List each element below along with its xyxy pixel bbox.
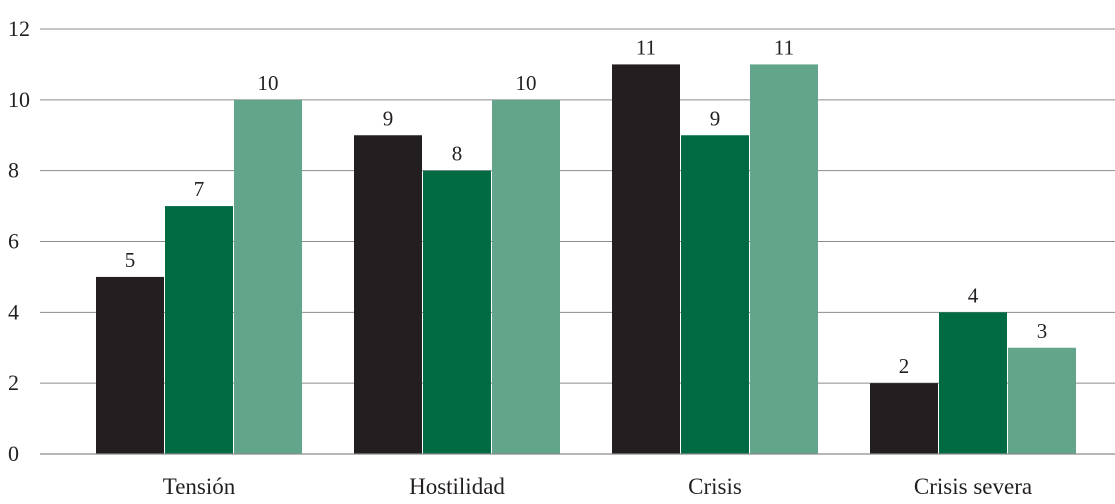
bar-value-label: 11 <box>774 35 794 59</box>
bar <box>1008 347 1076 454</box>
data-labels: 5 7 10 9 8 10 11 9 11 2 4 3 <box>125 35 1048 378</box>
bar <box>681 135 749 454</box>
y-tick-label: 12 <box>8 16 30 41</box>
bar-value-label: 9 <box>383 106 394 130</box>
bar <box>612 64 680 455</box>
bar-value-label: 3 <box>1037 319 1048 343</box>
bar <box>354 135 422 454</box>
x-tick-label: Crisis severa <box>914 474 1032 499</box>
bar-value-label: 8 <box>452 142 463 166</box>
bar-value-label: 9 <box>710 106 721 130</box>
bar-value-label: 10 <box>258 71 279 95</box>
x-tick-label: Tensión <box>163 474 236 499</box>
bar-value-label: 2 <box>899 354 910 378</box>
bar <box>750 64 818 455</box>
y-tick-label: 6 <box>8 229 19 254</box>
bars <box>96 64 1076 455</box>
y-tick-label: 8 <box>8 158 19 183</box>
y-tick-label: 2 <box>8 370 19 395</box>
bar <box>423 170 491 454</box>
x-axis-tick-labels: Tensión Hostilidad Crisis Crisis severa <box>163 474 1032 499</box>
bar <box>492 99 560 454</box>
y-tick-label: 10 <box>8 87 30 112</box>
x-tick-label: Hostilidad <box>409 474 505 499</box>
bar-value-label: 4 <box>968 283 979 307</box>
bar-value-label: 10 <box>516 71 537 95</box>
bar <box>939 312 1007 454</box>
bar-value-label: 5 <box>125 248 136 272</box>
bar <box>234 99 302 454</box>
y-tick-label: 0 <box>8 441 19 466</box>
bar <box>870 383 938 454</box>
bar <box>96 276 164 454</box>
bar <box>165 206 233 454</box>
y-tick-label: 4 <box>8 299 19 324</box>
y-axis-tick-labels: 0 2 4 6 8 10 12 <box>8 16 30 466</box>
x-tick-label: Crisis <box>688 474 742 499</box>
bar-value-label: 11 <box>636 35 656 59</box>
bar-value-label: 7 <box>194 177 205 201</box>
